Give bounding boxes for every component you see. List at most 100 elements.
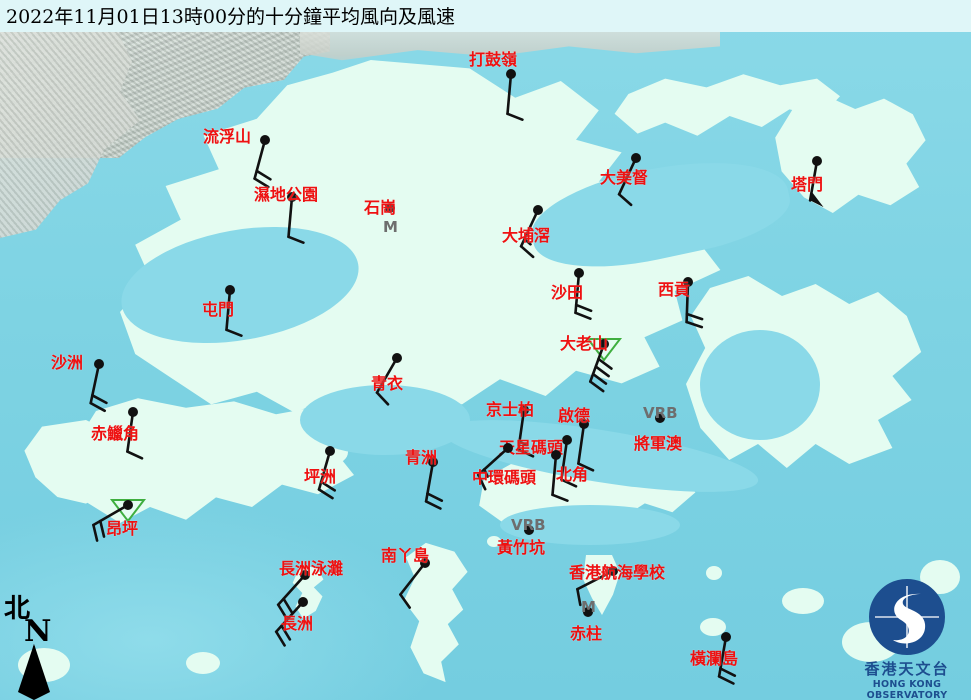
station-label: 塔門 bbox=[791, 175, 824, 194]
land-islet-1 bbox=[487, 536, 501, 547]
station-marker-dot bbox=[225, 285, 235, 295]
hko-logo-en: HONG KONG OBSERVATORY bbox=[866, 679, 948, 700]
wind-barb-icon bbox=[274, 600, 305, 647]
station-label: 啟德 bbox=[558, 406, 591, 425]
station-marker-dot bbox=[123, 500, 133, 510]
station-marker-dot bbox=[812, 156, 822, 166]
wind-barb-icon bbox=[577, 422, 595, 472]
station-marker-dot bbox=[298, 597, 308, 607]
station-status-text: M bbox=[581, 598, 596, 616]
station-marker-dot bbox=[128, 407, 138, 417]
wind-barb-icon bbox=[375, 356, 399, 406]
land-islet-2 bbox=[706, 566, 722, 580]
hko-logo: 香港天文台 HONG KONG OBSERVATORY bbox=[846, 578, 968, 700]
wind-barb-icon bbox=[808, 159, 824, 208]
station-label: 濕地公園 bbox=[254, 185, 319, 204]
wind-barb-icon bbox=[126, 410, 144, 460]
station-label: 大老山 bbox=[560, 334, 609, 353]
station-marker-dot bbox=[392, 353, 402, 363]
station-marker-dot bbox=[524, 525, 534, 535]
station-label: 昂坪 bbox=[106, 519, 139, 538]
station-marker-dot bbox=[599, 339, 609, 349]
land-islet-8 bbox=[186, 652, 220, 674]
station-marker-dot bbox=[631, 153, 641, 163]
wind-barb-icon bbox=[617, 156, 638, 207]
station-label: 北角 bbox=[556, 465, 589, 484]
station-label: 橫瀾島 bbox=[690, 649, 739, 668]
station-label: 京士柏 bbox=[486, 400, 535, 419]
station-marker-dot bbox=[420, 558, 430, 568]
station-marker-dot bbox=[579, 419, 589, 429]
compass-rose: 北 N bbox=[2, 588, 72, 700]
station-marker-dot bbox=[385, 203, 395, 213]
station-label: 青洲 bbox=[405, 448, 438, 467]
station-label: 打鼓嶺 bbox=[469, 50, 518, 69]
land-islet-3 bbox=[782, 588, 824, 614]
station-label: 赤鱲角 bbox=[91, 424, 140, 443]
station-marker-dot bbox=[519, 405, 529, 415]
wind-barb-icon bbox=[399, 561, 427, 609]
wind-barb-icon bbox=[424, 460, 444, 510]
station-label: 南丫島 bbox=[381, 546, 430, 565]
water-sai-kung-bay bbox=[700, 330, 820, 440]
station-label: 長洲 bbox=[281, 614, 314, 633]
wind-barb-icon bbox=[517, 408, 535, 458]
wind-barb-icon bbox=[276, 573, 307, 620]
station-marker-dot bbox=[325, 446, 335, 456]
wind-barb-icon bbox=[317, 449, 337, 500]
title-band bbox=[0, 0, 971, 32]
wind-barb-icon bbox=[506, 72, 524, 121]
wind-barb-icon bbox=[287, 195, 305, 244]
wind-barb-icon bbox=[519, 208, 540, 259]
station-marker-dot bbox=[503, 443, 513, 453]
station-label: 流浮山 bbox=[203, 127, 252, 146]
wind-barb-icon bbox=[717, 635, 737, 685]
station-status-text: VRB bbox=[643, 404, 678, 422]
compass-label-cn: 北 bbox=[4, 594, 31, 624]
station-marker-dot bbox=[655, 413, 665, 423]
station-marker-dot bbox=[562, 435, 572, 445]
station-label: 屯門 bbox=[202, 300, 235, 319]
station-marker-dot bbox=[506, 69, 516, 79]
station-label: 大埔滘 bbox=[502, 226, 551, 245]
station-marker-dot bbox=[300, 570, 310, 580]
station-label: 石崗 bbox=[364, 198, 397, 217]
wind-barb-icon bbox=[685, 280, 704, 329]
wind-barb-icon bbox=[89, 362, 108, 413]
station-label: 赤柱 bbox=[570, 624, 603, 643]
station-label: 黃竹坑 bbox=[497, 538, 546, 557]
station-marker-dot bbox=[94, 359, 104, 369]
wind-barb-icon bbox=[574, 271, 593, 320]
wind-barb-icon bbox=[588, 342, 613, 393]
station-label: 沙田 bbox=[551, 283, 584, 302]
station-status-text: VRB bbox=[511, 516, 546, 534]
page-title: 2022年11月01日13時00分的十分鐘平均風向及風速 bbox=[6, 6, 456, 28]
station-marker-dot bbox=[533, 205, 543, 215]
wind-barb-icon bbox=[476, 446, 510, 491]
station-label: 將軍澳 bbox=[634, 434, 683, 453]
station-label: 長洲泳灘 bbox=[279, 559, 344, 578]
station-marker-dot bbox=[287, 192, 297, 202]
wind-barb-icon bbox=[253, 138, 272, 189]
station-label: 青衣 bbox=[371, 374, 404, 393]
wind-barb-icon bbox=[576, 569, 615, 607]
wind-barb-icon bbox=[92, 503, 130, 542]
station-marker-dot bbox=[574, 268, 584, 278]
station-marker-dot bbox=[428, 457, 438, 467]
station-label: 天星碼頭 bbox=[499, 438, 564, 457]
wind-barb-icon bbox=[551, 453, 569, 502]
land-islet-6 bbox=[700, 618, 726, 636]
station-marker-dot bbox=[260, 135, 270, 145]
station-marker-dot bbox=[583, 607, 593, 617]
station-label: 香港航海學校 bbox=[569, 563, 666, 582]
wind-barb-icon bbox=[225, 288, 243, 337]
station-marker-dot bbox=[551, 450, 561, 460]
station-status-text: M bbox=[383, 218, 398, 236]
station-marker-dot bbox=[608, 566, 618, 576]
station-label: 沙洲 bbox=[51, 353, 84, 372]
hko-emblem-icon bbox=[869, 579, 945, 655]
wind-barb-icon bbox=[560, 438, 578, 488]
station-label: 大美督 bbox=[600, 168, 649, 187]
station-label: 中環碼頭 bbox=[472, 468, 537, 487]
